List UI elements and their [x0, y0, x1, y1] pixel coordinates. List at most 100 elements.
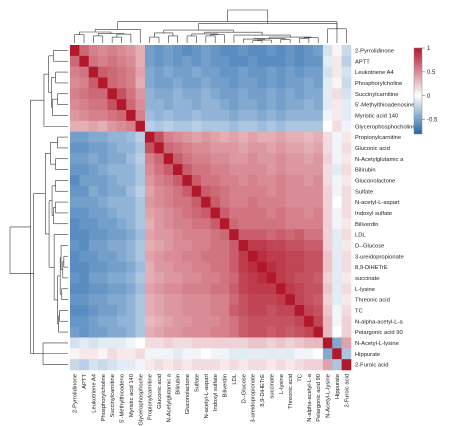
- heatmap-cell: [276, 164, 286, 176]
- heatmap-cell: [322, 196, 333, 208]
- heatmap-cell: [70, 120, 80, 132]
- heatmap-cell: [332, 131, 342, 143]
- heatmap-cell: [201, 185, 211, 197]
- heatmap-cell: [304, 240, 314, 252]
- heatmap-cell: [201, 153, 211, 165]
- heatmap-cell: [182, 196, 193, 208]
- heatmap-cell: [107, 45, 118, 57]
- heatmap-cell: [276, 294, 286, 306]
- heatmap-cell: [191, 348, 202, 360]
- heatmap-cell: [173, 272, 183, 284]
- heatmap-cell: [285, 294, 296, 306]
- heatmap-cell: [266, 45, 277, 57]
- heatmap-cell: [173, 175, 183, 187]
- heatmap-cell: [173, 326, 183, 338]
- heatmap-cell: [98, 348, 108, 360]
- heatmap-cell: [201, 131, 211, 143]
- heatmap-cell: [266, 337, 277, 349]
- heatmap-cell: [247, 359, 258, 371]
- heatmap-cell: [107, 110, 118, 122]
- heatmap-cell: [126, 153, 136, 165]
- heatmap-cell: [107, 164, 118, 176]
- heatmap-cell: [98, 283, 108, 295]
- heatmap-cell: [257, 240, 267, 252]
- heatmap-cell: [173, 110, 183, 122]
- heatmap-cell: [144, 359, 155, 371]
- heatmap-cell: [107, 250, 118, 262]
- heatmap-cell: [107, 55, 118, 67]
- heatmap-cell: [341, 283, 352, 295]
- heatmap-cell: [304, 196, 314, 208]
- heatmap-cell: [294, 88, 305, 100]
- heatmap-cell: [154, 305, 164, 317]
- heatmap-cell: [304, 131, 314, 143]
- heatmap-cell: [238, 131, 249, 143]
- heatmap-cell: [341, 261, 352, 273]
- heatmap-cell: [107, 305, 118, 317]
- heatmap-cell: [332, 142, 342, 154]
- heatmap-cell: [70, 229, 80, 241]
- heatmap-cell: [294, 337, 305, 349]
- heatmap-cell: [210, 185, 221, 197]
- row-label: 2-Pyrrolidinone: [355, 48, 394, 54]
- heatmap-cell: [126, 66, 136, 78]
- heatmap-cell: [238, 315, 249, 327]
- heatmap-cell: [266, 294, 277, 306]
- heatmap-cell: [144, 229, 155, 241]
- heatmap-cell: [229, 348, 239, 360]
- heatmap-cell: [191, 359, 202, 371]
- column-label: N-Acetylglutamic a: [166, 373, 172, 422]
- heatmap-cell: [88, 294, 99, 306]
- heatmap-cell: [229, 153, 239, 165]
- heatmap-cell: [79, 196, 90, 208]
- heatmap-cell: [247, 240, 258, 252]
- heatmap-cell: [163, 45, 174, 57]
- column-label: D--Glucose: [241, 374, 247, 403]
- heatmap-cell: [210, 99, 221, 111]
- heatmap-cell: [257, 110, 267, 122]
- heatmap-cell: [98, 196, 108, 208]
- heatmap-cell: [163, 153, 174, 165]
- heatmap-cell: [238, 77, 249, 89]
- heatmap-cell: [116, 359, 127, 371]
- heatmap-cell: [313, 88, 324, 100]
- heatmap-cell: [107, 218, 118, 230]
- heatmap-cell: [173, 315, 183, 327]
- heatmap-cell: [332, 120, 342, 132]
- heatmap-cell: [313, 66, 324, 78]
- heatmap-cell: [313, 110, 324, 122]
- heatmap-cell: [210, 110, 221, 122]
- heatmap-cell: [88, 120, 99, 132]
- heatmap-cell: [126, 131, 136, 143]
- heatmap-cell: [98, 185, 108, 197]
- legend-tick-label: 1: [427, 46, 431, 52]
- heatmap-cell: [257, 164, 267, 176]
- heatmap-cell: [79, 283, 90, 295]
- heatmap-cell: [341, 294, 352, 306]
- heatmap-cell: [332, 294, 342, 306]
- heatmap-cell: [154, 185, 164, 197]
- heatmap-cell: [322, 315, 333, 327]
- heatmap-cell: [98, 120, 108, 132]
- heatmap-cell: [313, 131, 324, 143]
- heatmap-cell: [341, 185, 352, 197]
- heatmap-cell: [332, 66, 342, 78]
- heatmap-cell: [70, 196, 80, 208]
- heatmap-cell: [210, 77, 221, 89]
- heatmap-cell: [238, 175, 249, 187]
- heatmap-cell: [322, 131, 333, 143]
- heatmap-cell: [238, 283, 249, 295]
- heatmap-cell: [191, 55, 202, 67]
- heatmap-cell: [247, 164, 258, 176]
- heatmap-cell: [173, 153, 183, 165]
- heatmap-cell: [173, 305, 183, 317]
- heatmap-cell: [210, 337, 221, 349]
- heatmap-cell: [98, 110, 108, 122]
- heatmap-cell: [182, 120, 193, 132]
- heatmap-cell: [116, 294, 127, 306]
- heatmap-cell: [144, 240, 155, 252]
- heatmap-cell: [116, 348, 127, 360]
- heatmap-cell: [107, 283, 118, 295]
- heatmap-cell: [294, 175, 305, 187]
- heatmap-cell: [238, 229, 249, 241]
